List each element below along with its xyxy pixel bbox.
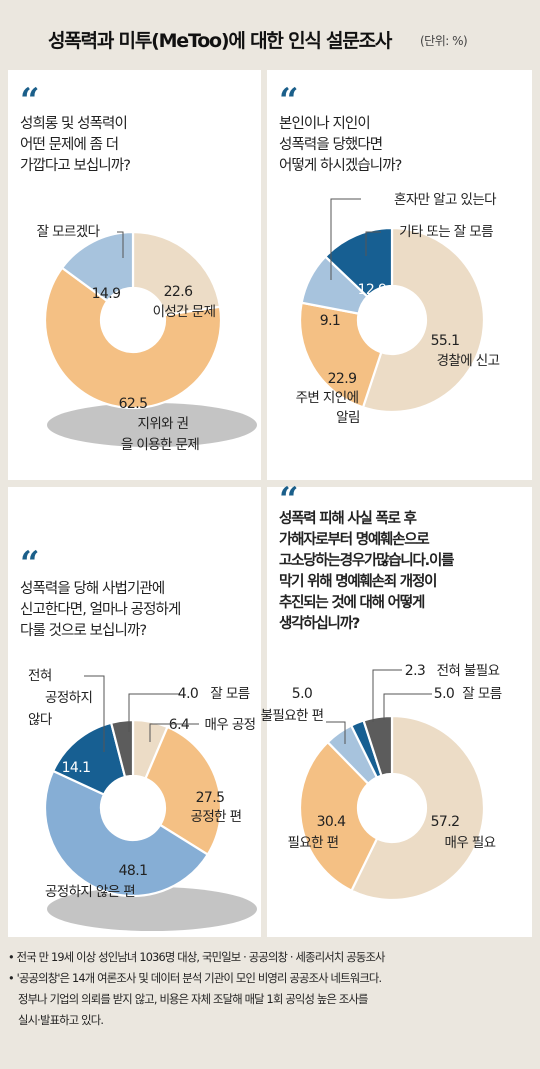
question-4: 성폭력 피해 사실 폭로 후 가해자로부터 명예훼손으로 고소당하는경우가많습니… [279, 511, 454, 632]
data-label-text: 주변 지인에 [296, 390, 359, 406]
callout-label: 불필요한 편 [261, 708, 324, 724]
pie-slice-3-2 [144, 725, 223, 857]
data-label-text: 매우 필요 [445, 835, 496, 851]
callout-line [149, 723, 199, 742]
quote-mark-icon: “ [279, 480, 298, 520]
callout-label: 전혀 [28, 668, 52, 684]
data-label-text: 경찰에 신고 [437, 353, 500, 369]
pie-slice-2-2 [298, 301, 383, 409]
callout-label: 기타 또는 잘 모름 [399, 224, 493, 240]
callout-label: 매우 공정 [205, 717, 256, 733]
data-label-text: 알림 [336, 410, 360, 426]
question-1: 성희롱 및 성폭력이 어떤 문제에 좀 더 가깝다고 보십니까? [20, 116, 131, 174]
data-label-value: 22.9 [328, 371, 357, 387]
pie-slice-2-1 [361, 226, 486, 414]
footnote-line: 정부나 기업의 의뢰를 받지 않고, 비용은 자체 조달해 매달 1회 공익성 … [18, 993, 368, 1006]
question-3: 성폭력을 당해 사법기관에 신고한다면, 얼마나 공정하게 다룰 것으로 보십니… [20, 581, 181, 639]
callout-line [84, 675, 105, 752]
page-title: 성폭력과 미투(MeToo)에 대한 인식 설문조사 [48, 30, 392, 52]
data-label-value: 14.9 [92, 286, 121, 302]
callout-label: 않다 [28, 712, 53, 728]
data-label-value: 14.1 [62, 760, 91, 776]
callout-line [383, 693, 432, 720]
pie-slice-2-4 [323, 226, 394, 299]
data-label-value: 5.0 [434, 686, 454, 702]
pie-slice-3-3 [43, 769, 210, 898]
quote-mark-icon: “ [279, 81, 298, 121]
pie-slice-3-5 [109, 718, 135, 779]
data-label-value: 55.1 [431, 333, 460, 349]
data-label-value: 5.0 [292, 686, 312, 702]
header: 성폭력과 미투(MeToo)에 대한 인식 설문조사 (단위: %) [0, 0, 540, 70]
callout-label: 잘 모름 [210, 686, 249, 702]
data-label-value: 12.9 [358, 282, 387, 298]
footnotes: • 전국 만 19세 이상 성인남녀 1036명 대상, 국민일보 · 공공의창… [8, 947, 532, 1031]
footnote-line: 실시·발표하고 있다. [18, 1014, 104, 1027]
callout-line [365, 231, 381, 256]
data-label-value: 62.5 [119, 396, 148, 412]
donut-chart-1: 22.6 이성간 문제 62.5 지위와 권을 이용한 문제 14.9 잘 모르겠다 [37, 224, 257, 453]
data-label-value: 2.3 [405, 663, 425, 679]
footnote-line: • 전국 만 19세 이상 성인남녀 1036명 대상, 국민일보 · 공공의창… [8, 951, 385, 964]
callout-label: 혼자만 알고 있는다 [394, 192, 497, 208]
pie-slice-1-2 [43, 266, 223, 410]
callout-label: 전혀 불필요 [437, 663, 500, 679]
question-2: 본인이나 지인이 성폭력을 당했다면 어떻게 하시겠습니까? [279, 116, 402, 174]
callout-line [128, 693, 180, 732]
data-label-value: 9.1 [320, 313, 340, 329]
data-label-value: 48.1 [119, 863, 148, 879]
data-label-value: 6.4 [169, 717, 190, 733]
chart-shadow [47, 887, 257, 931]
pie-slice-1-1 [131, 230, 222, 317]
pie-slice-1-3 [60, 230, 135, 303]
data-label-text: 을 이용한 문제 [121, 437, 199, 453]
callout-label: 잘 모르겠다 [37, 224, 101, 240]
footnote-line: • '공공의창'은 14개 여론조사 및 데이터 분석 기관이 모인 비영리 공… [8, 972, 382, 985]
chart-shadow [47, 403, 257, 447]
pie-slice-4-1 [350, 714, 486, 902]
donut-chart-3: 6.4 매우 공정 27.5 공정한 편 48.1 공정하지 않은 편 14.1 전혀공정하지… [28, 668, 257, 931]
data-label-text: 공정하지 않은 편 [45, 884, 135, 900]
callout-line [117, 231, 124, 258]
data-label-text: 공정한 편 [191, 809, 242, 825]
pie-slice-4-2 [298, 740, 379, 893]
callout-line [372, 669, 402, 722]
data-label-value: 30.4 [317, 814, 346, 830]
data-label-value: 27.5 [196, 790, 225, 806]
quote-mark-icon: “ [20, 81, 39, 121]
data-label-text: 이성간 문제 [153, 304, 216, 320]
data-label-value: 4.0 [178, 686, 198, 702]
callout-line [330, 198, 361, 280]
unit-label: (단위: %) [420, 34, 468, 48]
quote-mark-icon: “ [20, 544, 39, 584]
donut-chart-4: 57.2 매우 필요 30.4 필요한 편 5.0 불필요한 편 2.3 전혀 불필요 5.0 잘… [261, 663, 502, 902]
callout-label: 잘 모름 [462, 686, 501, 702]
data-label-value: 57.2 [431, 814, 460, 830]
data-label-text: 필요한 편 [288, 835, 339, 851]
callout-line [326, 721, 346, 744]
data-label-text: 지위와 권 [138, 416, 189, 432]
callout-label: 공정하지 [45, 690, 92, 706]
data-label-value: 22.6 [164, 284, 193, 300]
